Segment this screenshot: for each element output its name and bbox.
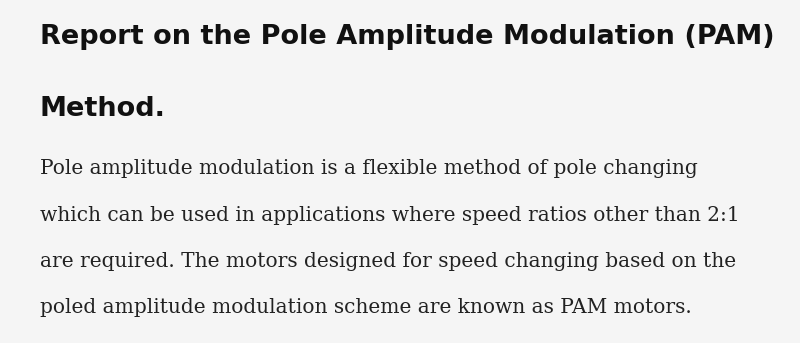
- Text: which can be used in applications where speed ratios other than 2:1: which can be used in applications where …: [40, 206, 740, 225]
- Text: are required. The motors designed for speed changing based on the: are required. The motors designed for sp…: [40, 252, 736, 271]
- Text: Method.: Method.: [40, 96, 166, 122]
- Text: poled amplitude modulation scheme are known as PAM motors.: poled amplitude modulation scheme are kn…: [40, 298, 692, 317]
- Text: Pole amplitude modulation is a flexible method of pole changing: Pole amplitude modulation is a flexible …: [40, 159, 698, 178]
- Text: Report on the Pole Amplitude Modulation (PAM): Report on the Pole Amplitude Modulation …: [40, 24, 774, 50]
